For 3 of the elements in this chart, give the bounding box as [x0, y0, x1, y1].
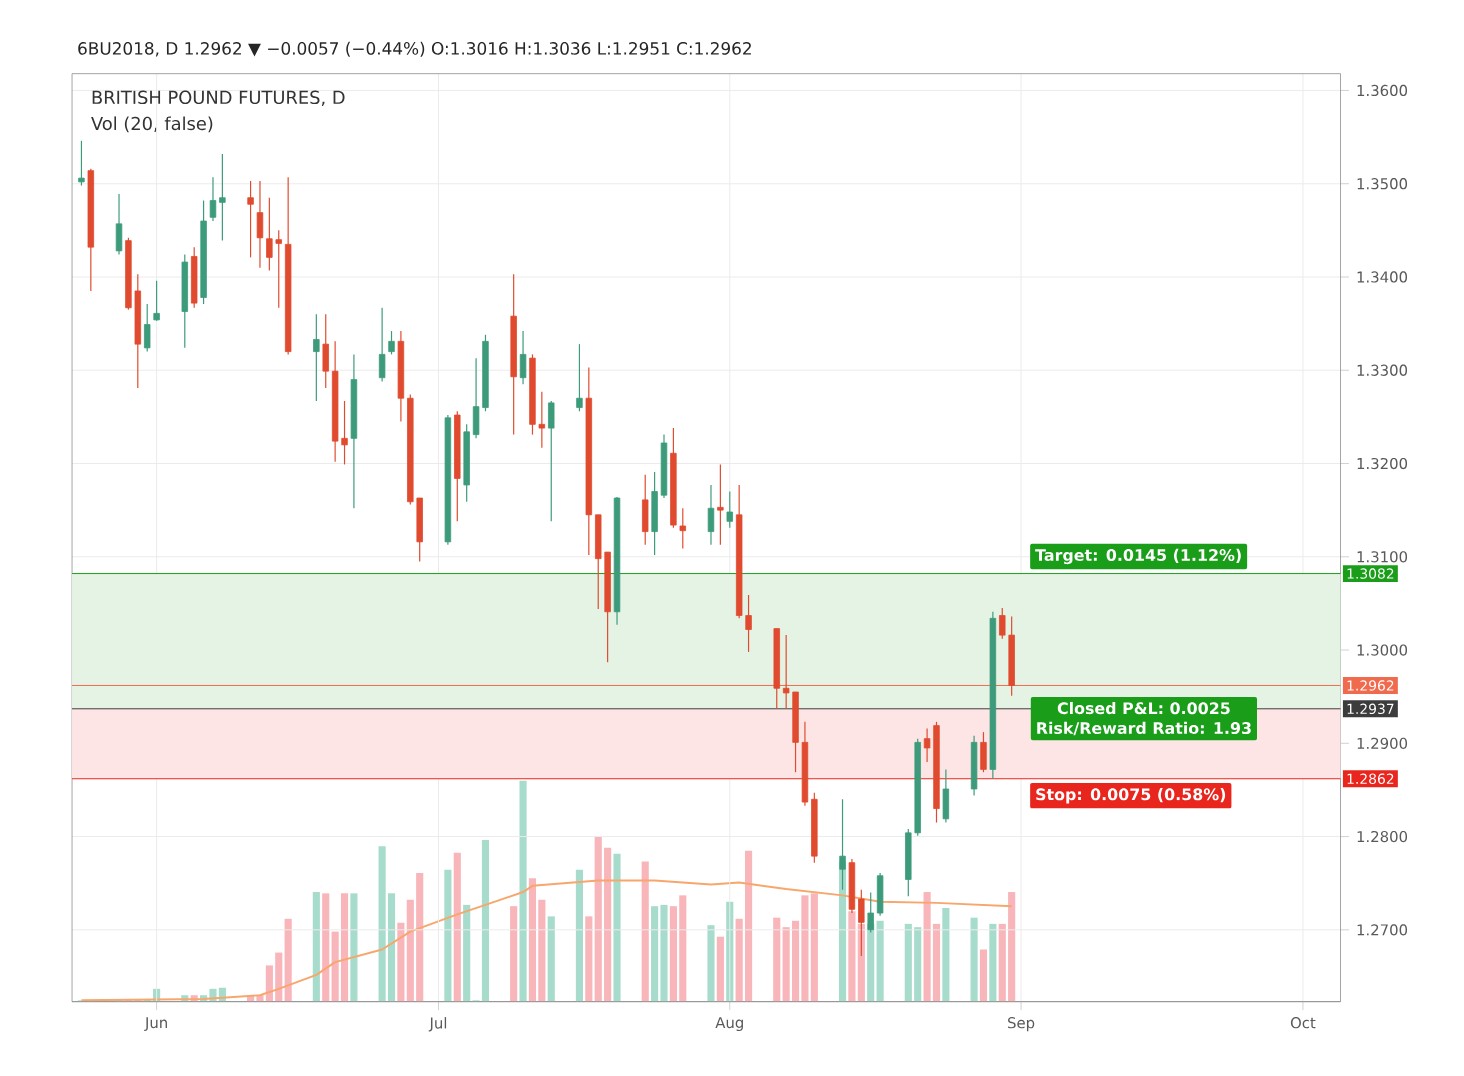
text: BRITISH POUND FUTURES, D [92, 90, 345, 107]
chart-title: Vol (20, false) [91, 116, 213, 133]
chart-subtitle: 6BU2018, D 1.2962 ▼ −0.0057 (−0.44%) O:1.3016 H:1.3036 L:1.2951 C:1.2962 [78, 42, 751, 58]
